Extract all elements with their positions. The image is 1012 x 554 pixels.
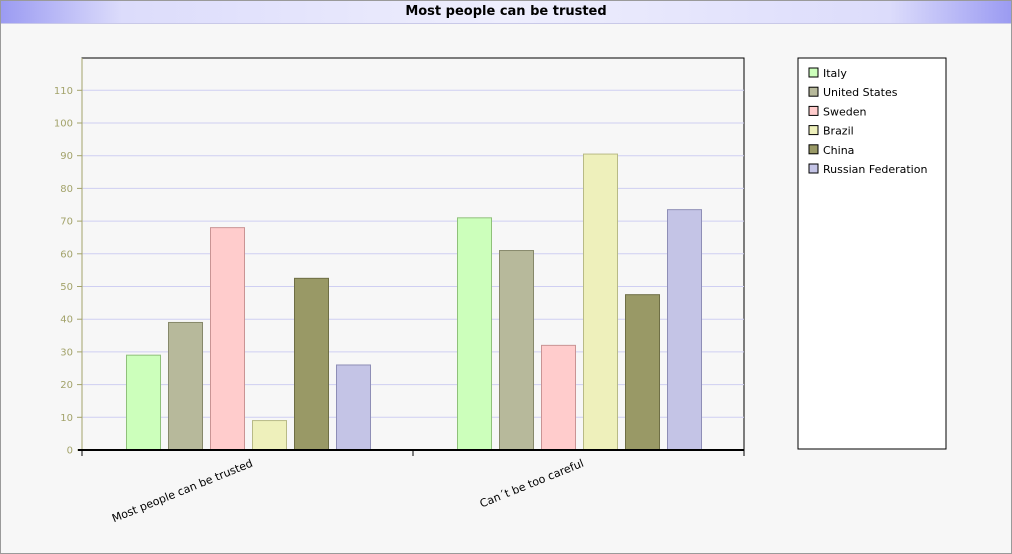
bar-china-0[interactable] bbox=[294, 277, 329, 451]
bar-sweden-0[interactable] bbox=[210, 227, 245, 451]
legend-label: Sweden bbox=[823, 105, 866, 118]
legend-swatch bbox=[808, 105, 819, 116]
bar-italy-0[interactable] bbox=[126, 354, 161, 451]
y-tick-label: 110 bbox=[54, 86, 73, 97]
y-tick-label: 30 bbox=[60, 347, 73, 358]
legend-label: Italy bbox=[823, 67, 847, 80]
x-category-label: Most people can be trusted bbox=[110, 457, 255, 525]
legend-swatch bbox=[808, 125, 819, 136]
legend-swatch bbox=[808, 144, 819, 155]
legend-label: Brazil bbox=[823, 125, 854, 138]
bar-united-states-0[interactable] bbox=[168, 321, 203, 451]
bar-brazil-0[interactable] bbox=[252, 420, 287, 451]
legend-swatch bbox=[808, 163, 819, 174]
bar-sweden-1[interactable] bbox=[541, 344, 576, 451]
bar-russian-federation-1[interactable] bbox=[667, 209, 702, 451]
legend-box bbox=[797, 57, 947, 450]
legend-swatch bbox=[808, 67, 819, 78]
y-tick-label: 50 bbox=[60, 282, 73, 293]
y-tick-label: 100 bbox=[54, 119, 73, 130]
y-tick-label: 0 bbox=[67, 446, 73, 457]
bars bbox=[126, 153, 702, 451]
bar-russian-federation-0[interactable] bbox=[336, 364, 371, 451]
y-axis: 0 10 20 30 40 50 60 70 80 90 100 110 bbox=[54, 58, 83, 457]
y-tick-label: 90 bbox=[60, 151, 73, 162]
bar-united-states-1[interactable] bbox=[499, 250, 534, 451]
legend-label: China bbox=[823, 144, 854, 157]
x-axis: Most people can be trusted Can´t be too c… bbox=[78, 449, 745, 525]
y-tick-label: 20 bbox=[60, 380, 73, 391]
title-bar: Most people can be trusted bbox=[1, 1, 1011, 24]
chart-title: Most people can be trusted bbox=[405, 4, 607, 19]
legend-swatch bbox=[808, 86, 819, 97]
y-tick-label: 10 bbox=[60, 413, 73, 424]
legend: Italy United States Sweden Brazil China Russi… bbox=[797, 57, 947, 450]
y-tick-label: 70 bbox=[60, 217, 73, 228]
bar-china-1[interactable] bbox=[625, 294, 660, 451]
bar-italy-1[interactable] bbox=[457, 217, 492, 451]
x-category-label: Can´t be too careful bbox=[478, 457, 586, 511]
bar-brazil-1[interactable] bbox=[583, 153, 618, 451]
y-tick-label: 80 bbox=[60, 184, 73, 195]
y-tick-label: 40 bbox=[60, 315, 73, 326]
legend-label: United States bbox=[823, 86, 898, 99]
legend-label: Russian Federation bbox=[823, 163, 927, 176]
y-tick-label: 60 bbox=[60, 249, 73, 260]
